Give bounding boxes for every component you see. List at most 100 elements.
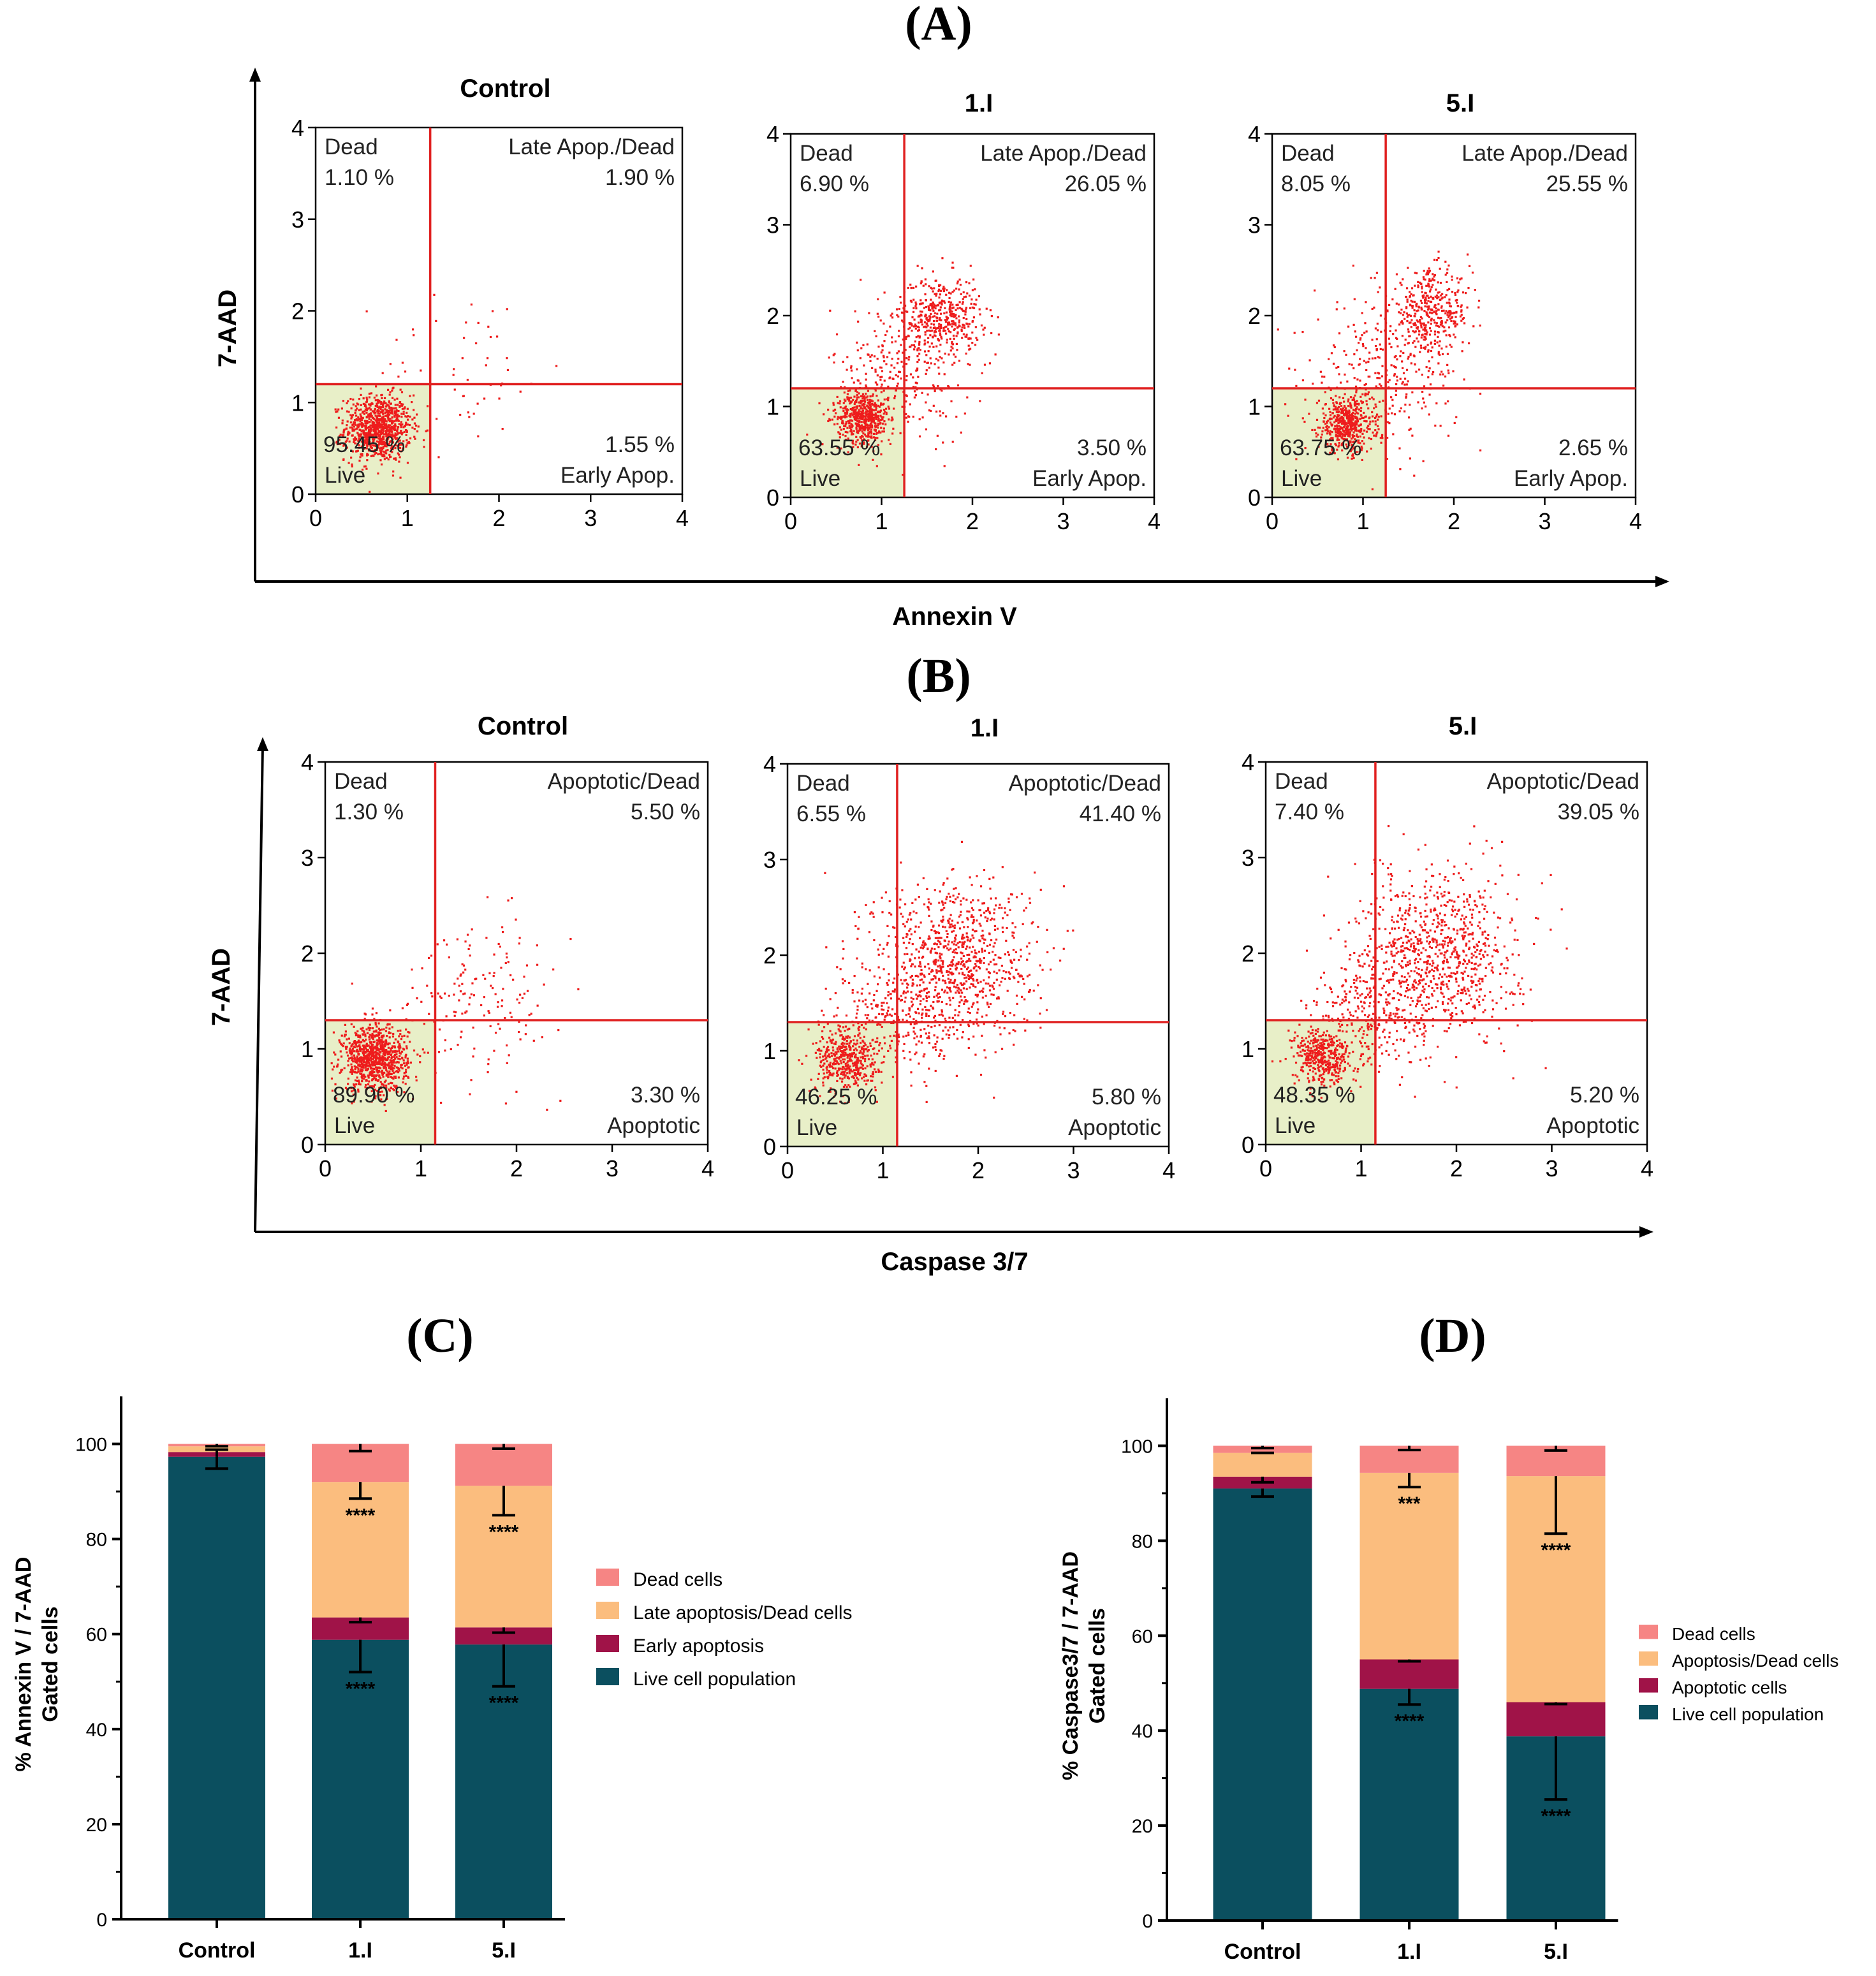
event-dot bbox=[379, 419, 383, 421]
event-dot bbox=[851, 412, 853, 414]
event-dot bbox=[381, 428, 383, 431]
event-dot bbox=[1451, 275, 1453, 278]
event-dot bbox=[367, 1064, 369, 1067]
event-dot bbox=[360, 1072, 363, 1076]
event-dot bbox=[883, 430, 886, 433]
event-dot bbox=[393, 457, 395, 460]
event-dot bbox=[842, 428, 845, 430]
event-dot bbox=[377, 472, 379, 475]
event-dot bbox=[979, 400, 981, 402]
event-dot bbox=[362, 1027, 364, 1029]
event-dot bbox=[1317, 399, 1321, 402]
event-dot bbox=[1408, 291, 1411, 293]
event-dot bbox=[380, 426, 383, 429]
event-dot bbox=[841, 1068, 844, 1071]
event-dot bbox=[383, 450, 385, 453]
event-dot bbox=[1416, 310, 1418, 312]
event-dot bbox=[1368, 423, 1371, 425]
event-dot bbox=[925, 326, 928, 328]
event-dot bbox=[915, 369, 918, 372]
event-dot bbox=[845, 1036, 847, 1038]
event-dot bbox=[918, 342, 921, 345]
event-dot bbox=[386, 1050, 389, 1053]
event-dot bbox=[350, 1069, 353, 1071]
event-dot bbox=[341, 422, 344, 425]
event-dot bbox=[376, 406, 379, 408]
event-dot bbox=[375, 1030, 377, 1033]
event-dot bbox=[361, 453, 363, 456]
event-dot bbox=[1379, 314, 1382, 317]
event-dot bbox=[351, 434, 354, 437]
event-dot bbox=[1408, 321, 1411, 324]
event-dot bbox=[368, 413, 370, 416]
event-dot bbox=[953, 337, 955, 340]
event-dot bbox=[974, 344, 977, 346]
event-dot bbox=[343, 1067, 346, 1070]
event-dot bbox=[371, 410, 374, 413]
event-dot bbox=[1395, 355, 1397, 358]
event-dot bbox=[391, 1059, 393, 1062]
event-dot bbox=[857, 1059, 860, 1062]
event-dot bbox=[1448, 298, 1451, 301]
event-dot bbox=[381, 423, 384, 426]
event-dot bbox=[946, 341, 948, 344]
event-dot bbox=[1440, 319, 1443, 323]
event-dot bbox=[841, 1051, 844, 1053]
event-dot bbox=[1430, 295, 1432, 298]
event-dot bbox=[524, 1033, 527, 1036]
event-dot bbox=[407, 1076, 409, 1078]
event-dot bbox=[392, 470, 395, 473]
event-dot bbox=[868, 414, 870, 416]
event-dot bbox=[913, 396, 916, 399]
event-dot bbox=[854, 1053, 857, 1056]
event-dot bbox=[1446, 289, 1449, 291]
event-dot bbox=[334, 1083, 337, 1086]
event-dot bbox=[365, 1038, 367, 1041]
event-dot bbox=[897, 383, 899, 385]
event-dot bbox=[463, 337, 465, 339]
event-dot bbox=[1333, 452, 1336, 455]
event-dot bbox=[351, 416, 353, 418]
event-dot bbox=[905, 400, 907, 403]
event-dot bbox=[1353, 298, 1356, 300]
event-dot bbox=[372, 1030, 375, 1033]
event-dot bbox=[960, 293, 962, 295]
event-dot bbox=[1351, 436, 1354, 439]
event-dot bbox=[1435, 402, 1438, 405]
event-dot bbox=[373, 397, 376, 399]
event-dot bbox=[486, 896, 489, 898]
event-dot bbox=[387, 426, 390, 428]
event-dot bbox=[1345, 443, 1347, 446]
event-dot bbox=[374, 428, 377, 431]
event-dot bbox=[938, 372, 941, 375]
event-dot bbox=[1370, 277, 1372, 279]
event-dot bbox=[846, 1086, 848, 1088]
event-dot bbox=[839, 1025, 842, 1028]
event-dot bbox=[371, 1064, 374, 1067]
event-dot bbox=[381, 443, 383, 446]
event-dot bbox=[939, 309, 942, 311]
event-dot bbox=[832, 1074, 834, 1077]
event-dot bbox=[930, 342, 933, 345]
event-dot bbox=[863, 441, 865, 444]
event-dot bbox=[370, 455, 372, 458]
event-dot bbox=[845, 421, 847, 423]
event-dot bbox=[394, 1057, 397, 1060]
event-dot bbox=[1361, 432, 1364, 435]
event-dot bbox=[394, 404, 397, 406]
event-dot bbox=[1374, 429, 1377, 432]
event-dot bbox=[398, 1043, 401, 1046]
event-dot bbox=[944, 330, 947, 332]
event-dot bbox=[857, 1069, 860, 1071]
event-dot bbox=[386, 1064, 389, 1067]
event-dot bbox=[1405, 312, 1408, 315]
event-dot bbox=[854, 416, 857, 418]
event-dot bbox=[1441, 296, 1444, 299]
event-dot bbox=[965, 322, 968, 325]
event-dot bbox=[374, 424, 376, 427]
event-dot bbox=[504, 1102, 508, 1105]
event-dot bbox=[346, 410, 349, 413]
event-dot bbox=[1356, 378, 1359, 381]
event-dot bbox=[1365, 403, 1368, 406]
event-dot bbox=[925, 428, 928, 431]
